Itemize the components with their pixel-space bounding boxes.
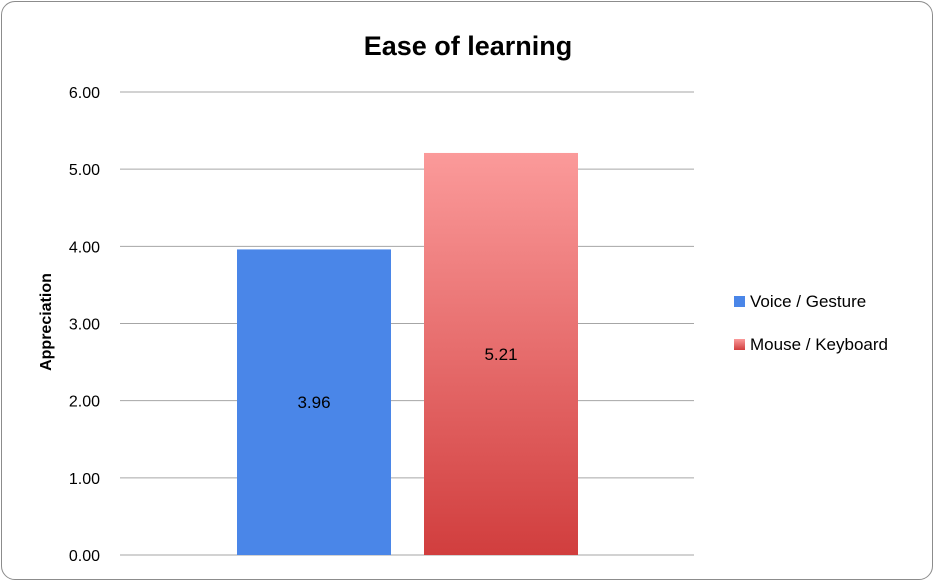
- legend-swatch: [734, 296, 745, 307]
- data-labels: 3.96 5.21: [297, 345, 517, 412]
- bars: [237, 152, 578, 556]
- legend-swatch: [734, 339, 745, 350]
- y-tick-label: 2.00: [69, 394, 100, 411]
- y-tick-label: 4.00: [69, 239, 100, 256]
- y-axis-label: Appreciation: [38, 273, 55, 371]
- data-label: 3.96: [297, 393, 330, 412]
- chart-title: Ease of learning: [364, 31, 573, 61]
- y-tick-label: 0.00: [69, 548, 100, 565]
- legend: Voice / Gesture Mouse / Keyboard: [734, 292, 888, 354]
- legend-label: Mouse / Keyboard: [750, 335, 888, 354]
- bar: [237, 249, 391, 556]
- gridlines: [120, 91, 694, 556]
- y-axis-ticks: 0.00 1.00 2.00 3.00 4.00 5.00 6.00: [69, 85, 100, 565]
- y-tick-label: 6.00: [69, 85, 100, 102]
- data-label: 5.21: [484, 345, 517, 364]
- y-tick-label: 1.00: [69, 471, 100, 488]
- legend-label: Voice / Gesture: [750, 292, 866, 311]
- y-tick-label: 5.00: [69, 162, 100, 179]
- bar: [424, 152, 578, 555]
- y-tick-label: 3.00: [69, 317, 100, 334]
